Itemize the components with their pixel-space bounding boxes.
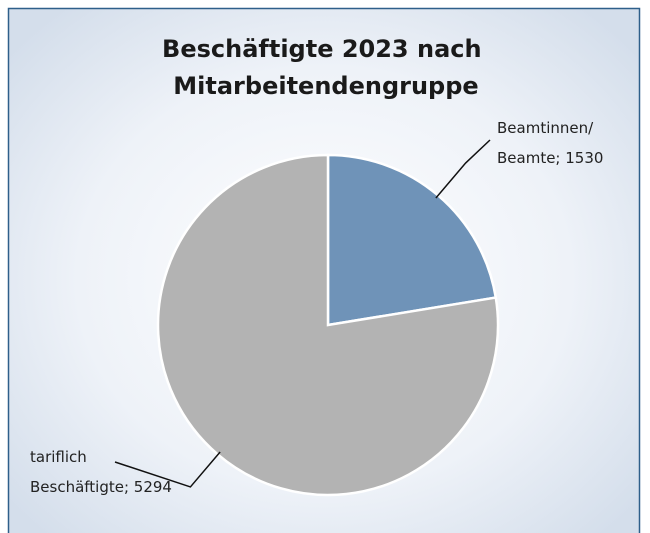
leader-line (114, 451, 221, 488)
data-label: Beamtinnen/Beamte; 1530 (497, 119, 603, 167)
data-label-line: Beschäftigte; 5294 (30, 478, 172, 496)
data-label-line: Beamte; 1530 (497, 149, 603, 167)
data-label-line: tariflich (30, 448, 87, 466)
data-label-line: Beamtinnen/ (497, 119, 594, 137)
title-line: Mitarbeitendengruppe (173, 72, 478, 100)
chart-title: Beschäftigte 2023 nach Mitarbeitendengru… (162, 35, 490, 100)
leader-line (435, 139, 491, 199)
title-line: Beschäftigte 2023 nach (162, 35, 482, 63)
data-label: tariflich Beschäftigte; 5294 (30, 448, 172, 496)
